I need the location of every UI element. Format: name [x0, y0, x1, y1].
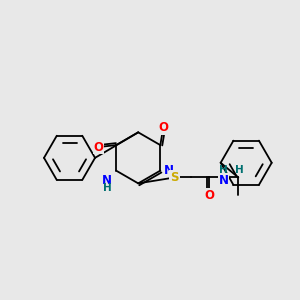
Text: N: N — [219, 174, 229, 187]
Text: S: S — [170, 171, 179, 184]
Text: O: O — [158, 121, 168, 134]
Text: N: N — [164, 164, 174, 177]
Text: H: H — [219, 165, 228, 175]
Text: O: O — [204, 189, 214, 202]
Text: O: O — [94, 141, 103, 154]
Text: H: H — [103, 183, 112, 194]
Text: H: H — [235, 165, 244, 175]
Text: N: N — [102, 174, 112, 187]
